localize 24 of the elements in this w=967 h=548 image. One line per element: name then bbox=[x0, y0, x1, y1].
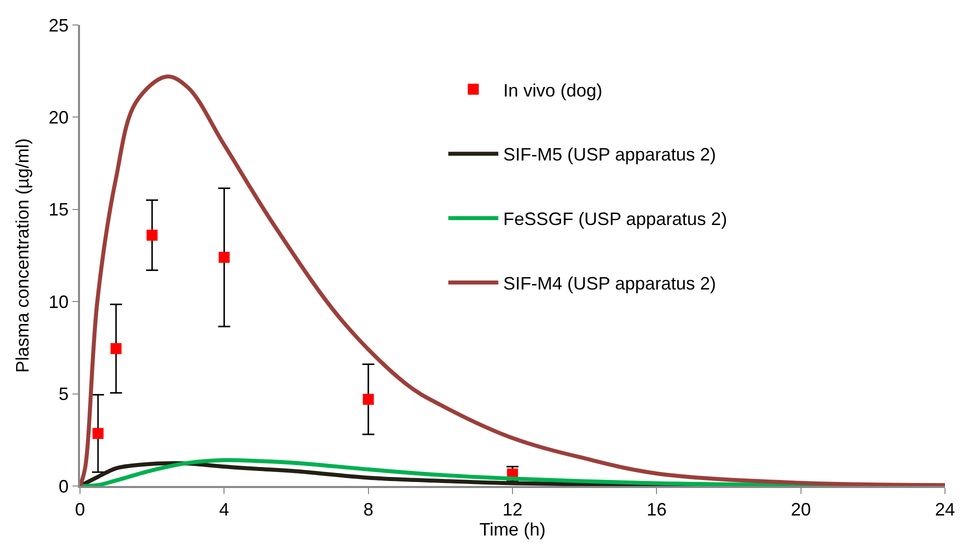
point bbox=[92, 428, 104, 439]
y-tick-label: 20 bbox=[48, 108, 69, 128]
y-tick-label: 15 bbox=[48, 200, 69, 220]
legend-label: SIF-M5 (USP apparatus 2) bbox=[503, 144, 716, 165]
x-tick-label: 4 bbox=[219, 499, 230, 520]
y-axis-title: Plasma concentration (µg/ml) bbox=[12, 138, 32, 373]
point bbox=[146, 230, 158, 241]
legend-label: In vivo (dog) bbox=[503, 80, 602, 100]
legend-label: SIF-M4 (USP apparatus 2) bbox=[503, 274, 716, 294]
y-tick-label: 5 bbox=[58, 384, 69, 404]
legend-label: FeSSGF (USP apparatus 2) bbox=[503, 209, 728, 230]
x-tick-label: 16 bbox=[646, 499, 667, 520]
y-tick-label: 10 bbox=[48, 292, 69, 312]
x-tick-label: 20 bbox=[790, 499, 811, 520]
point bbox=[362, 394, 374, 405]
y-tick-label: 25 bbox=[48, 15, 69, 36]
x-axis-title: Time (h) bbox=[479, 519, 546, 540]
point bbox=[110, 343, 122, 354]
x-tick-label: 0 bbox=[74, 499, 86, 520]
y-tick-label: 0 bbox=[58, 476, 69, 496]
x-tick-label: 12 bbox=[502, 499, 523, 520]
x-tick-label: 8 bbox=[363, 499, 374, 520]
point bbox=[218, 252, 230, 263]
x-tick-label: 24 bbox=[934, 499, 956, 520]
